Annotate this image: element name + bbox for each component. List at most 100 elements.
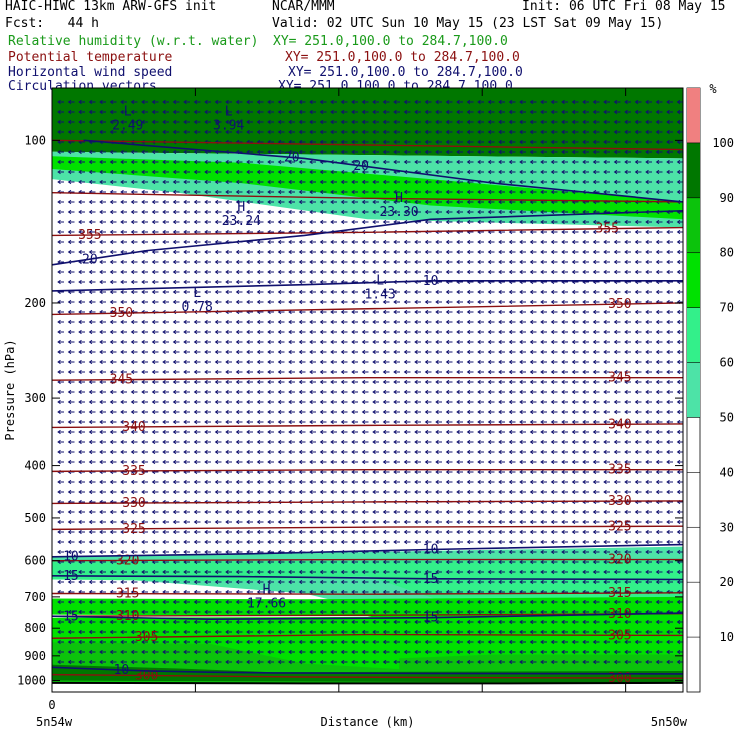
circulation-vector-2056 bbox=[225, 439, 232, 445]
circulation-vector-2353 bbox=[193, 489, 201, 495]
circulation-vector-981 bbox=[277, 259, 285, 265]
circulation-vector-412 bbox=[603, 159, 610, 165]
circulation-vector-1192 bbox=[603, 289, 610, 295]
circulation-vector-610 bbox=[162, 199, 169, 205]
circulation-vector-61 bbox=[67, 109, 75, 115]
circulation-vector-1891 bbox=[382, 409, 390, 415]
circulation-vector-1292 bbox=[393, 309, 400, 315]
circulation-vector-131 bbox=[172, 119, 180, 125]
circulation-vector-3121 bbox=[67, 619, 75, 625]
circulation-vector-831 bbox=[592, 229, 600, 235]
circulation-vector-3060 bbox=[57, 609, 64, 615]
circulation-vector-2691 bbox=[592, 539, 600, 545]
circulation-vector-2004 bbox=[309, 429, 316, 435]
circulation-vector-415 bbox=[634, 159, 642, 165]
circulation-vector-1502 bbox=[78, 349, 85, 355]
circulation-vector-1346 bbox=[330, 319, 337, 325]
circulation-vector-609 bbox=[151, 199, 159, 205]
circulation-vector-2134 bbox=[414, 449, 421, 455]
circulation-vector-2291 bbox=[172, 479, 180, 485]
circulation-vector-3126 bbox=[120, 619, 127, 625]
circulation-vector-1685 bbox=[109, 379, 117, 385]
circulation-vector-2626 bbox=[540, 529, 547, 535]
circulation-vector-873 bbox=[403, 239, 411, 245]
circulation-vector-146 bbox=[330, 119, 337, 125]
circulation-vector-998 bbox=[456, 259, 463, 265]
circulation-vector-3022 bbox=[288, 599, 295, 605]
circulation-vector-3310 bbox=[162, 649, 169, 655]
circulation-vector-2278 bbox=[666, 469, 673, 475]
circulation-vector-1503 bbox=[88, 349, 96, 355]
circulation-vector-3194 bbox=[204, 629, 211, 635]
circulation-vector-2309 bbox=[361, 479, 369, 485]
circulation-vector-1629 bbox=[151, 369, 159, 375]
circulation-vector-2218 bbox=[666, 459, 673, 465]
circulation-vector-2272 bbox=[603, 469, 610, 475]
circulation-vector-3410 bbox=[582, 659, 589, 665]
circulation-vector-3095 bbox=[424, 609, 432, 615]
circulation-vector-2466 bbox=[120, 509, 127, 515]
circulation-vector-1931 bbox=[172, 419, 180, 425]
circulation-vector-1620 bbox=[57, 369, 64, 375]
circulation-vector-3205 bbox=[319, 629, 327, 635]
theta-label-340-8-0: 340 bbox=[122, 420, 145, 435]
circulation-vector-129 bbox=[151, 119, 159, 125]
theta-label-335-7-0: 335 bbox=[122, 464, 145, 479]
circulation-vector-1471 bbox=[382, 339, 390, 345]
circulation-vector-36 bbox=[435, 99, 442, 105]
circulation-vector-828 bbox=[561, 229, 568, 235]
circulation-vector-1710 bbox=[372, 379, 379, 385]
circulation-vector-700 bbox=[477, 209, 484, 215]
circulation-vector-850 bbox=[162, 239, 169, 245]
circulation-vector-2717 bbox=[235, 549, 243, 555]
circulation-vector-1020 bbox=[57, 269, 64, 275]
circulation-vector-3102 bbox=[498, 609, 505, 615]
circulation-vector-2343 bbox=[88, 489, 96, 495]
circulation-vector-1190 bbox=[582, 289, 589, 295]
circulation-vector-827 bbox=[550, 229, 558, 235]
circulation-vector-1333 bbox=[193, 319, 201, 325]
circulation-vector-74 bbox=[204, 109, 211, 115]
circulation-vector-1055 bbox=[424, 269, 432, 275]
circulation-vector-763 bbox=[508, 219, 516, 225]
circulation-vector-2095 bbox=[634, 439, 642, 445]
circulation-vector-1321 bbox=[67, 319, 75, 325]
circulation-vector-931 bbox=[382, 249, 390, 255]
circulation-vector-3224 bbox=[519, 629, 526, 635]
circulation-vector-1790 bbox=[582, 389, 589, 395]
circulation-vector-605 bbox=[109, 199, 117, 205]
circulation-vector-2680 bbox=[477, 539, 484, 545]
circulation-vector-1903 bbox=[508, 409, 516, 415]
circulation-vector-1577 bbox=[235, 359, 243, 365]
circulation-vector-2028 bbox=[561, 429, 568, 435]
circulation-vector-139 bbox=[256, 119, 264, 125]
circulation-vector-2754 bbox=[624, 549, 631, 555]
circulation-vector-1425 bbox=[529, 329, 537, 335]
circulation-vector-211 bbox=[382, 129, 390, 135]
circulation-vector-3356 bbox=[645, 649, 652, 655]
circulation-vector-2126 bbox=[330, 449, 337, 455]
circulation-vector-1776 bbox=[435, 389, 442, 395]
circulation-vector-265 bbox=[319, 139, 327, 145]
circulation-vector-30 bbox=[372, 99, 379, 105]
circulation-vector-3191 bbox=[172, 629, 180, 635]
circulation-vector-1003 bbox=[508, 259, 516, 265]
circulation-vector-1694 bbox=[204, 379, 211, 385]
circulation-vector-1480 bbox=[477, 339, 484, 345]
circulation-vector-871 bbox=[382, 239, 390, 245]
circulation-vector-2805 bbox=[529, 559, 537, 565]
circulation-vector-2611 bbox=[382, 529, 390, 535]
circulation-vector-1571 bbox=[172, 359, 180, 365]
circulation-vector-layer bbox=[57, 99, 683, 665]
circulation-vector-483 bbox=[88, 179, 96, 185]
circulation-vector-494 bbox=[204, 179, 211, 185]
circulation-vector-305 bbox=[109, 149, 117, 155]
circulation-vector-297 bbox=[655, 139, 663, 145]
circulation-vector-3377 bbox=[235, 659, 243, 665]
circulation-vector-1182 bbox=[498, 289, 505, 295]
circulation-vector-562 bbox=[288, 189, 295, 195]
circulation-vector-2649 bbox=[151, 539, 159, 545]
circulation-vector-2305 bbox=[319, 479, 327, 485]
circulation-vector-666 bbox=[120, 209, 127, 215]
circulation-vector-1413 bbox=[403, 329, 411, 335]
